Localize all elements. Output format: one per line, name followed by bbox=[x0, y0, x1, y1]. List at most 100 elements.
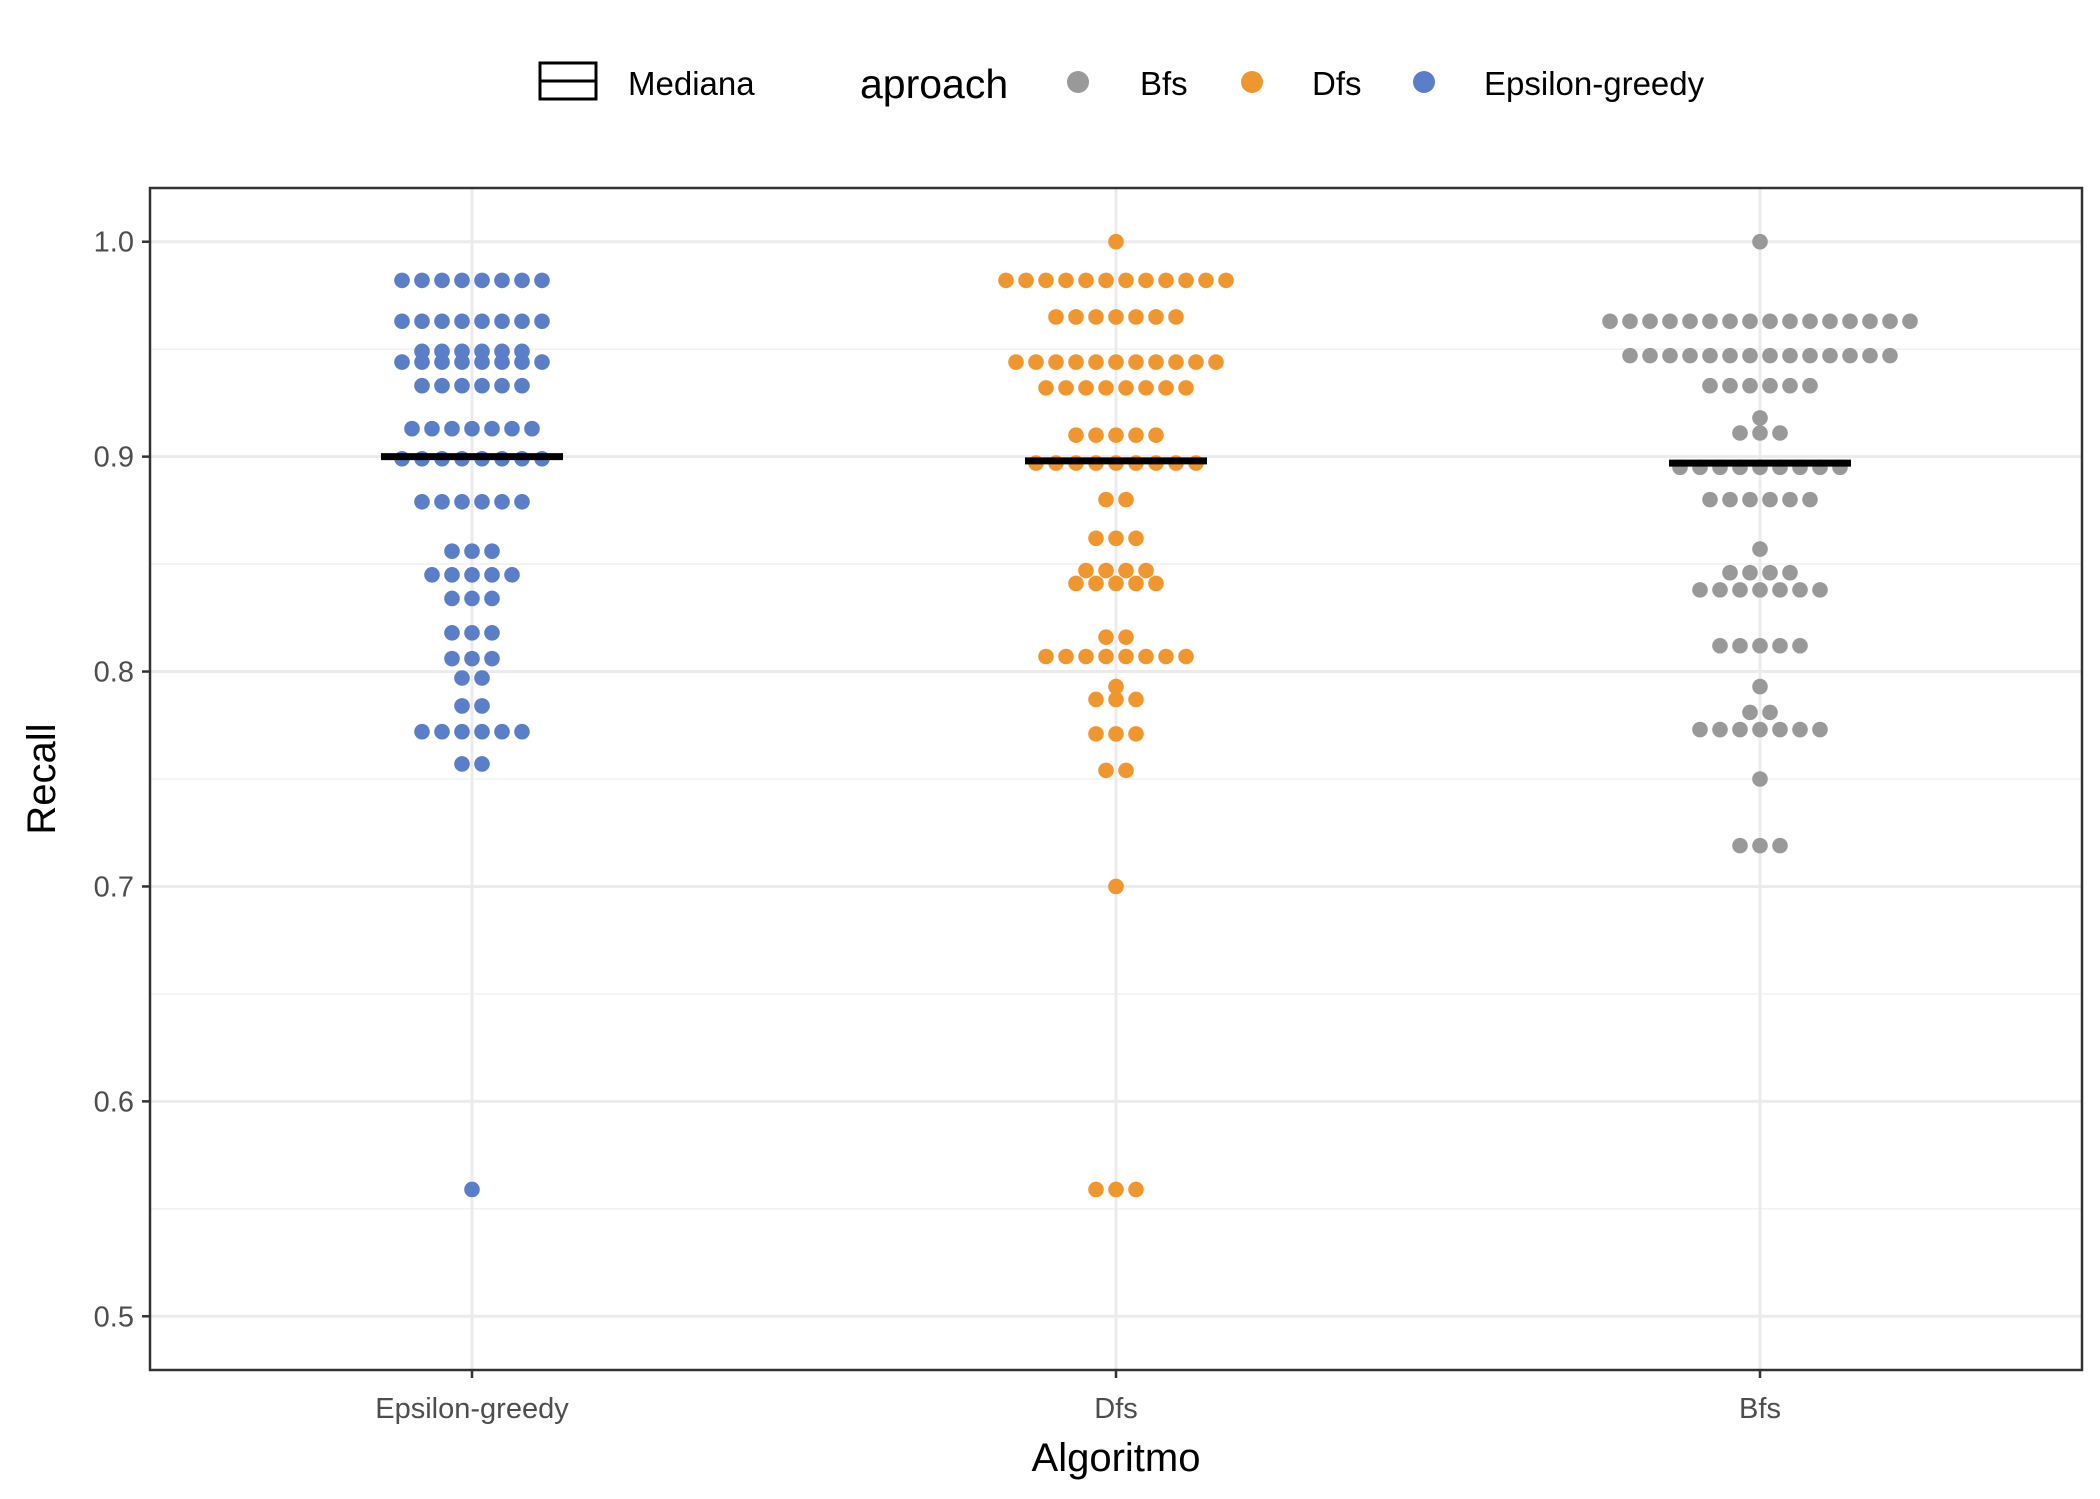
data-point bbox=[1088, 1181, 1104, 1198]
data-point bbox=[1088, 427, 1104, 443]
data-point bbox=[1842, 347, 1858, 364]
data-point bbox=[514, 493, 530, 510]
data-point bbox=[464, 420, 480, 437]
data-point bbox=[1098, 272, 1114, 289]
data-point bbox=[1722, 491, 1738, 508]
data-point bbox=[454, 377, 470, 394]
data-point bbox=[494, 377, 510, 394]
data-point bbox=[1752, 582, 1768, 598]
data-point bbox=[1792, 582, 1808, 598]
data-point bbox=[1078, 648, 1094, 665]
data-point bbox=[394, 354, 410, 370]
legend-entry-label: Bfs bbox=[1140, 65, 1188, 102]
data-point bbox=[1682, 313, 1698, 330]
data-point bbox=[1822, 347, 1838, 364]
legend-entry-label: Dfs bbox=[1312, 65, 1362, 102]
data-point bbox=[414, 377, 430, 394]
data-point bbox=[1792, 721, 1808, 738]
data-point bbox=[534, 354, 550, 370]
data-point bbox=[1038, 272, 1054, 289]
data-point bbox=[1902, 313, 1918, 330]
data-point bbox=[1882, 347, 1898, 364]
data-point bbox=[474, 354, 490, 370]
data-point bbox=[1068, 309, 1084, 325]
data-point bbox=[1118, 491, 1134, 508]
data-point bbox=[1772, 425, 1788, 441]
data-point bbox=[514, 313, 530, 330]
data-point bbox=[1752, 637, 1768, 654]
data-point bbox=[1088, 530, 1104, 547]
data-point bbox=[1128, 726, 1144, 742]
data-point bbox=[444, 650, 460, 667]
data-point bbox=[414, 313, 430, 330]
legend-key-dot bbox=[1241, 71, 1263, 93]
data-point bbox=[434, 313, 450, 330]
data-point bbox=[484, 567, 500, 583]
data-point bbox=[1732, 721, 1748, 738]
data-point bbox=[1048, 309, 1064, 325]
legend-entries: Bfs Dfs Epsilon-greedy bbox=[1067, 65, 1705, 102]
data-point bbox=[1732, 837, 1748, 854]
data-point bbox=[1018, 272, 1034, 289]
x-axis: Epsilon-greedy Dfs Bfs bbox=[375, 1370, 1781, 1425]
data-point bbox=[1772, 837, 1788, 854]
data-point bbox=[444, 567, 460, 583]
data-point bbox=[1742, 377, 1758, 394]
data-point bbox=[1702, 377, 1718, 394]
data-point bbox=[1008, 354, 1024, 370]
data-point bbox=[404, 420, 420, 437]
data-point bbox=[1642, 347, 1658, 364]
data-point bbox=[1098, 762, 1114, 779]
data-point bbox=[504, 420, 520, 437]
data-point bbox=[1128, 354, 1144, 370]
data-point bbox=[1722, 564, 1738, 581]
data-point bbox=[434, 343, 450, 360]
data-point bbox=[474, 493, 490, 510]
data-point bbox=[1098, 491, 1114, 508]
data-point bbox=[1732, 637, 1748, 654]
data-point bbox=[1822, 313, 1838, 330]
data-point bbox=[1218, 272, 1234, 289]
data-point bbox=[1662, 313, 1678, 330]
data-point bbox=[1138, 380, 1154, 396]
data-point bbox=[1742, 347, 1758, 364]
data-point bbox=[474, 343, 490, 360]
data-point bbox=[464, 567, 480, 583]
data-point bbox=[1128, 575, 1144, 592]
data-point bbox=[1722, 313, 1738, 330]
data-point bbox=[1762, 491, 1778, 508]
data-point bbox=[1712, 637, 1728, 654]
data-point bbox=[454, 272, 470, 289]
data-point bbox=[1028, 354, 1044, 370]
data-point bbox=[1752, 425, 1768, 441]
data-point bbox=[1782, 564, 1798, 581]
data-point bbox=[434, 493, 450, 510]
y-axis-title: Recall bbox=[20, 723, 64, 834]
data-point bbox=[1642, 313, 1658, 330]
data-point bbox=[1088, 726, 1104, 742]
data-point bbox=[1662, 347, 1678, 364]
data-point bbox=[1108, 1181, 1124, 1198]
legend-median-key bbox=[538, 61, 598, 101]
data-point bbox=[474, 313, 490, 330]
data-point bbox=[1178, 648, 1194, 665]
data-point bbox=[1068, 354, 1084, 370]
data-point bbox=[1178, 272, 1194, 289]
data-point bbox=[394, 272, 410, 289]
x-tick-label: Dfs bbox=[1094, 1393, 1138, 1425]
data-point bbox=[1862, 347, 1878, 364]
data-point bbox=[1088, 691, 1104, 708]
data-point bbox=[474, 272, 490, 289]
data-point bbox=[474, 756, 490, 772]
data-point bbox=[444, 590, 460, 607]
data-point bbox=[1712, 582, 1728, 598]
data-point bbox=[1148, 309, 1164, 325]
data-point bbox=[1108, 575, 1124, 592]
data-point bbox=[394, 313, 410, 330]
data-point bbox=[1772, 637, 1788, 654]
data-point bbox=[1128, 309, 1144, 325]
data-point bbox=[1148, 427, 1164, 443]
data-point bbox=[1118, 380, 1134, 396]
data-point bbox=[1812, 721, 1828, 738]
y-tick-label: 0.6 bbox=[94, 1086, 134, 1118]
